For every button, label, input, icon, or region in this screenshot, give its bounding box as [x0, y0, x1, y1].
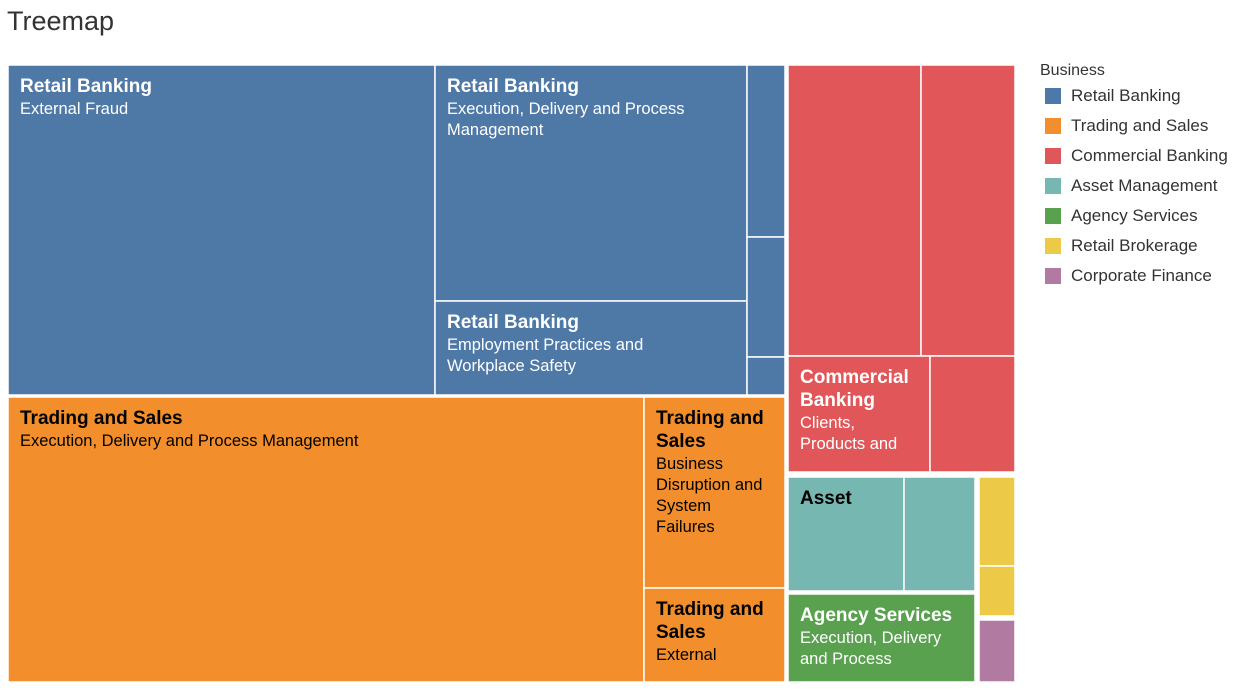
treemap-tile-rect[interactable] [7, 396, 645, 683]
treemap-tile[interactable] [746, 356, 786, 396]
legend-swatch [1045, 268, 1061, 284]
treemap-tile-rect[interactable] [787, 593, 976, 683]
treemap-tile-heading: Agency Services [800, 605, 952, 626]
legend-item-trading-and-sales[interactable]: Trading and Sales [1040, 111, 1228, 141]
legend-item-asset-management[interactable]: Asset Management [1040, 171, 1228, 201]
treemap-tile[interactable]: Trading and Sales External [643, 587, 786, 683]
treemap-tile-rect[interactable] [434, 300, 748, 396]
treemap-tile[interactable] [746, 236, 786, 358]
treemap-tile[interactable]: Retail Banking Employment Practices and Wo… [434, 300, 748, 396]
treemap-tile-label: Execution, Delivery and Process Managemen… [447, 100, 685, 139]
legend-title: Business [1040, 62, 1105, 79]
treemap-tile[interactable]: Retail Banking External Fraud [7, 64, 436, 396]
legend-label: Corporate Finance [1071, 266, 1212, 285]
treemap-tile-label: Execution, Delivery and Process [800, 629, 942, 668]
legend-item-retail-brokerage[interactable]: Retail Brokerage [1040, 231, 1228, 261]
treemap-tile-label: Clients, Products and [800, 414, 897, 453]
treemap-tile[interactable] [787, 64, 922, 357]
treemap-tile-rect[interactable] [920, 64, 1016, 357]
treemap-tile-heading: Trading and Sales [656, 408, 764, 452]
legend: Business Retail Banking Trading and Sale… [1040, 61, 1228, 291]
legend-label: Agency Services [1071, 206, 1198, 225]
treemap-tile-rect[interactable] [787, 355, 931, 473]
treemap-tile-heading: Asset [800, 488, 852, 509]
legend-swatch [1045, 148, 1061, 164]
legend-item-retail-banking[interactable]: Retail Banking [1040, 81, 1228, 111]
treemap-tile[interactable] [903, 476, 976, 592]
page-title: Treemap [7, 6, 115, 36]
treemap-tile-heading: Retail Banking [447, 76, 579, 97]
treemap-tile-rect[interactable] [746, 356, 786, 396]
legend-swatch [1045, 238, 1061, 254]
treemap-tile[interactable]: Retail Banking Execution, Delivery and Pr… [434, 64, 748, 302]
treemap-tile-heading: Trading and Sales [656, 599, 764, 643]
treemap-tile-rect[interactable] [434, 64, 748, 302]
treemap-tile[interactable] [978, 565, 1016, 617]
legend-swatch [1045, 118, 1061, 134]
treemap-tile-rect[interactable] [903, 476, 976, 592]
treemap-tile-label: External Fraud [20, 100, 128, 118]
treemap-tile-heading: Trading and Sales [20, 408, 183, 429]
treemap-tile-rect[interactable] [978, 565, 1016, 617]
treemap-tile[interactable]: Agency Services Execution, Delivery and Pr… [787, 593, 976, 683]
treemap-tile-heading: Retail Banking [20, 76, 152, 97]
treemap-tile-heading: Commercial Banking [800, 367, 909, 411]
treemap-tile[interactable] [978, 619, 1016, 683]
treemap-tile-label: Execution, Delivery and Process Manageme… [20, 432, 359, 450]
treemap-tile-rect[interactable] [929, 355, 1016, 473]
treemap-tile-rect[interactable] [787, 64, 922, 357]
legend-swatch [1045, 88, 1061, 104]
legend-swatch [1045, 208, 1061, 224]
treemap-tile-rect[interactable] [787, 476, 905, 592]
legend-label: Asset Management [1071, 176, 1218, 195]
legend-label: Trading and Sales [1071, 116, 1209, 135]
legend-label: Commercial Banking [1071, 146, 1228, 165]
legend-item-agency-services[interactable]: Agency Services [1040, 201, 1228, 231]
treemap-tile-rect[interactable] [7, 64, 436, 396]
legend-item-corporate-finance[interactable]: Corporate Finance [1040, 261, 1228, 291]
treemap-tile-rect[interactable] [643, 587, 786, 683]
treemap-tile-rect[interactable] [746, 236, 786, 358]
legend-item-commercial-banking[interactable]: Commercial Banking [1040, 141, 1228, 171]
treemap-tile-label: Business Disruption and System Failures [656, 455, 762, 536]
treemap-tile-rect[interactable] [643, 396, 786, 589]
legend-label: Retail Brokerage [1071, 236, 1198, 255]
treemap-tile-rect[interactable] [978, 476, 1016, 567]
treemap-tile-rect[interactable] [978, 619, 1016, 683]
treemap-tile[interactable] [978, 476, 1016, 567]
treemap-tile[interactable] [746, 64, 786, 238]
treemap-tile-label: Employment Practices and Workplace Safety [447, 336, 643, 375]
treemap-tile-rect[interactable] [746, 64, 786, 238]
treemap-tile[interactable] [929, 355, 1016, 473]
treemap-tile[interactable]: Trading and Sales Execution, Delivery and… [7, 396, 645, 683]
treemap-tile-heading: Retail Banking [447, 312, 579, 333]
treemap-tile[interactable] [920, 64, 1016, 357]
legend-label: Retail Banking [1071, 86, 1181, 105]
treemap-tile[interactable]: Asset [787, 476, 905, 592]
legend-swatch [1045, 178, 1061, 194]
treemap-tile-label: External [656, 646, 717, 664]
